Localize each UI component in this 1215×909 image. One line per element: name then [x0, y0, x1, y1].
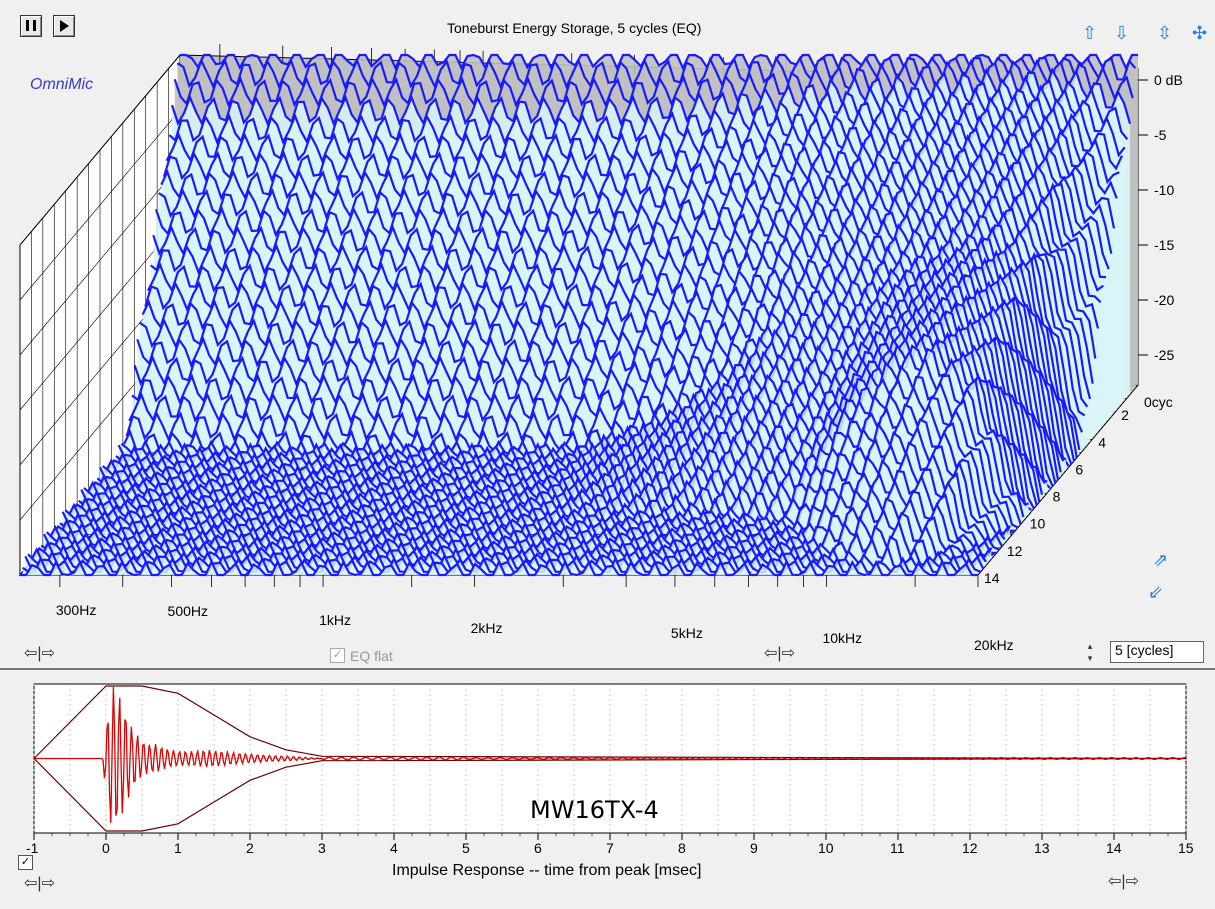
cycle-tick-label: 8 [1053, 489, 1061, 505]
scale-up-icon[interactable]: ⇧ [1082, 23, 1098, 43]
freq-tick-label: 500Hz [168, 603, 208, 619]
play-button[interactable] [53, 15, 75, 37]
impulse-tick-label: 0 [102, 840, 110, 856]
impulse-xlabel: Impulse Response -- time from peak [msec… [392, 862, 702, 879]
cycle-tick-label: 4 [1098, 434, 1106, 450]
freq-right-arrows[interactable]: ⇦|⇨ [764, 645, 795, 662]
play-icon [60, 20, 69, 32]
envelope-lower [33, 757, 1187, 832]
freq-tick-label: 5kHz [671, 625, 703, 641]
impulse-trace [34, 686, 1187, 823]
impulse-tick-label: 1 [174, 840, 182, 856]
eq-flat-checkbox[interactable]: ✓ [330, 648, 345, 663]
impulse-panel: -1 0 1 2 3 4 5 6 7 8 9 10 11 12 13 14 15 MW16TX-4 Impuls… [0, 670, 1215, 909]
db-tick-label: -25 [1154, 347, 1174, 363]
freq-tick-label: 20kHz [974, 637, 1014, 653]
impulse-checkbox[interactable]: ✓ [18, 855, 33, 870]
zoom-in-diagonal-icon[interactable]: ⇗ [1153, 550, 1169, 570]
brand-label: OmniMic [30, 76, 94, 93]
db-tick-label: -5 [1154, 127, 1167, 143]
cycle-tick-label: 10 [1030, 516, 1046, 532]
freq-tick-label: 10kHz [822, 630, 862, 646]
db-tick-label: -10 [1154, 182, 1174, 198]
cycles-spin-down[interactable]: ▾ [1087, 653, 1093, 663]
expand-icon[interactable]: ✣ [1192, 23, 1208, 43]
freq-tick-label: 1kHz [319, 612, 351, 628]
impulse-tick-label: 12 [962, 840, 978, 856]
impulse-tick-label: 5 [462, 840, 470, 856]
zoom-out-diagonal-icon[interactable]: ⇙ [1148, 582, 1164, 602]
impulse-tick-label: 3 [318, 840, 326, 856]
db-tick-label: -20 [1154, 292, 1174, 308]
move-vertical-icon[interactable]: ⇳ [1157, 23, 1173, 43]
db-tick-label: -15 [1154, 237, 1174, 253]
freq-left-arrows[interactable]: ⇦|⇨ [24, 645, 55, 662]
envelope-upper [33, 685, 1187, 760]
impulse-tick-label: 4 [390, 840, 398, 856]
pause-icon [26, 20, 36, 31]
impulse-tick-label: 9 [750, 840, 758, 856]
cycle-tick-label: 0cyc [1144, 394, 1173, 410]
impulse-plot: -1 0 1 2 3 4 5 6 7 8 9 10 11 12 13 14 15 [26, 683, 1194, 856]
waterfall-panel: Toneburst Energy Storage, 5 cycles (EQ) … [0, 15, 1215, 670]
impulse-annotation: MW16TX-4 [530, 796, 659, 824]
impulse-tick-label: 2 [246, 840, 254, 856]
scale-down-icon[interactable]: ⇩ [1114, 23, 1130, 43]
cycle-tick-label: 2 [1121, 407, 1129, 423]
impulse-tick-label: 7 [606, 840, 614, 856]
impulse-tick-label: 13 [1034, 840, 1050, 856]
impulse-tick-label: 8 [678, 840, 686, 856]
cycle-tick-label: 6 [1075, 461, 1083, 477]
cycles-input[interactable]: 5 [cycles] [1110, 641, 1204, 663]
eq-flat-label: EQ flat [350, 648, 393, 664]
freq-tick-label: 2kHz [471, 620, 503, 636]
impulse-tick-label: 15 [1178, 840, 1194, 856]
chart-title: Toneburst Energy Storage, 5 cycles (EQ) [447, 20, 702, 36]
impulse-tick-label: -1 [26, 840, 39, 856]
time-left-arrows[interactable]: ⇦|⇨ [24, 875, 55, 892]
freq-tick-label: 300Hz [56, 602, 96, 618]
cycle-tick-label: 14 [984, 570, 1000, 586]
db-tick-label: 0 dB [1154, 72, 1183, 88]
cycles-spin-up[interactable]: ▴ [1087, 641, 1093, 651]
cycle-tick-label: 12 [1007, 543, 1023, 559]
waterfall-slice [20, 559, 978, 577]
pause-button[interactable] [20, 15, 42, 37]
impulse-tick-label: 14 [1106, 840, 1122, 856]
impulse-tick-label: 10 [818, 840, 834, 856]
impulse-tick-label: 6 [534, 840, 542, 856]
time-right-arrows[interactable]: ⇦|⇨ [1108, 873, 1139, 890]
impulse-tick-label: 11 [890, 840, 905, 856]
